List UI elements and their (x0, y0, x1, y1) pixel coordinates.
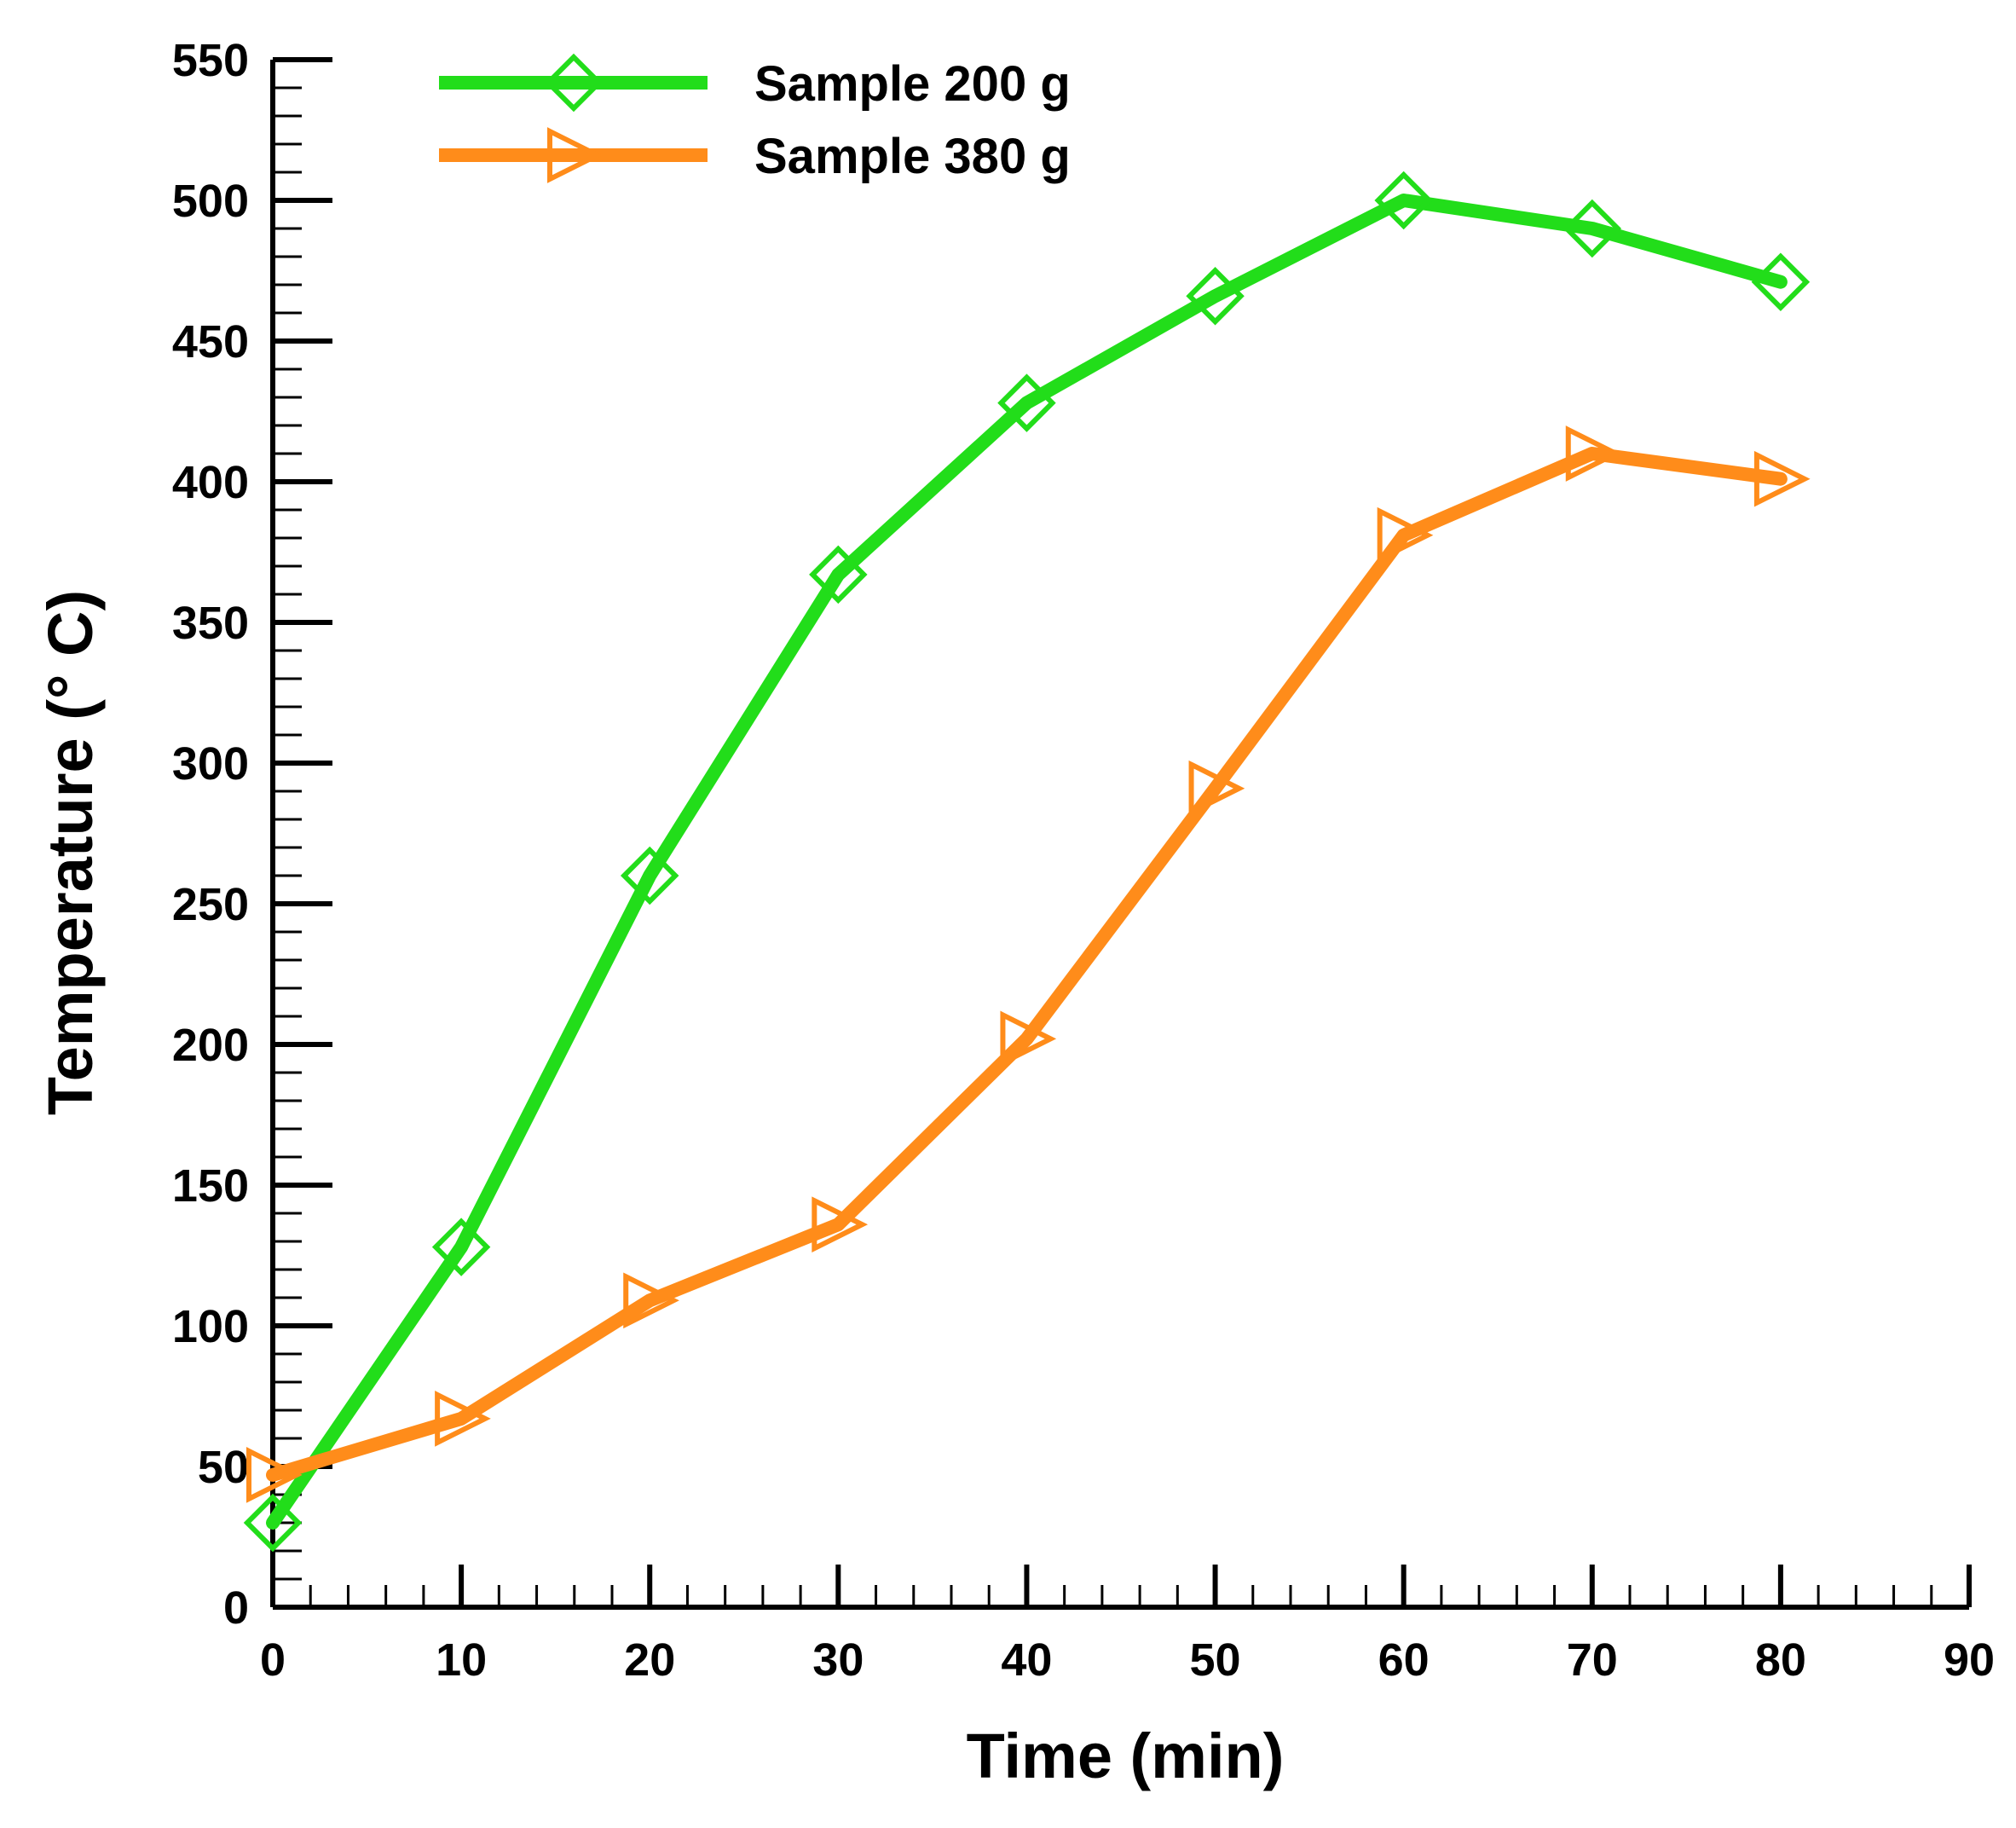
legend-item: Sample 380 g (439, 127, 1071, 184)
data-point-marker (1377, 506, 1434, 564)
data-point-marker (812, 1196, 869, 1253)
data-point-marker (809, 545, 868, 605)
x-tick-label: 70 (1567, 1634, 1618, 1686)
legend: Sample 200 g Sample 380 g (439, 53, 1071, 184)
series-1 (243, 171, 1811, 1553)
y-tick-label: 300 (172, 738, 249, 790)
y-tick-label: 450 (172, 316, 249, 367)
x-tick-label: 40 (1001, 1634, 1052, 1686)
x-tick-label: 20 (624, 1634, 675, 1686)
data-point-marker (243, 1493, 303, 1553)
y-tick-label: 200 (172, 1020, 249, 1071)
x-tick-label: 30 (812, 1634, 864, 1686)
x-axis-title: Time (min) (967, 1721, 1285, 1791)
y-tick-label: 100 (172, 1301, 249, 1352)
axes (270, 60, 1969, 1610)
y-axis-title: Temperature (° C) (35, 590, 106, 1115)
data-point-marker (620, 846, 679, 905)
legend-item: Sample 200 g (439, 53, 1071, 113)
legend-swatch-marker (547, 127, 604, 183)
data-point-marker (1374, 171, 1433, 230)
y-tick-label: 550 (172, 35, 249, 86)
series-line (266, 194, 1788, 1530)
legend-label: Sample 200 g (754, 56, 1071, 112)
x-tick-label: 60 (1378, 1634, 1430, 1686)
series-line (266, 447, 1788, 1482)
data-point-marker (623, 1272, 679, 1329)
y-tick-label: 50 (198, 1442, 249, 1493)
y-tick-label: 400 (172, 457, 249, 508)
data-point-marker (997, 373, 1056, 432)
x-axis-ticks: 0 10 20 30 40 50 60 70 80 90 (260, 1565, 1995, 1686)
y-tick-label: 250 (172, 879, 249, 930)
x-tick-label: 80 (1755, 1634, 1806, 1686)
x-tick-label: 50 (1190, 1634, 1241, 1686)
x-tick-label: 10 (436, 1634, 487, 1686)
data-point-marker (431, 1218, 491, 1276)
data-point-marker (1186, 266, 1245, 326)
data-point-marker (435, 1391, 491, 1447)
data-point-marker (1188, 760, 1245, 817)
y-tick-label: 500 (172, 176, 249, 227)
x-tick-label: 90 (1944, 1634, 1995, 1686)
legend-swatch-marker (544, 53, 604, 113)
data-point-marker (1751, 252, 1811, 311)
legend-label: Sample 380 g (754, 129, 1071, 184)
data-point-marker (1753, 450, 1811, 507)
y-tick-label: 0 (223, 1582, 249, 1634)
data-point-marker (246, 1447, 303, 1503)
y-tick-label: 350 (172, 598, 249, 649)
data-point-marker (1565, 425, 1622, 482)
data-point-marker (1563, 199, 1622, 258)
series-layer (243, 171, 1811, 1553)
x-tick-label: 0 (260, 1634, 286, 1686)
series-2 (246, 425, 1811, 1503)
y-axis-ticks: 0 50 100 150 200 250 300 350 400 450 500 550 (172, 35, 332, 1634)
data-point-marker (1000, 1010, 1057, 1067)
y-tick-label: 150 (172, 1160, 249, 1212)
